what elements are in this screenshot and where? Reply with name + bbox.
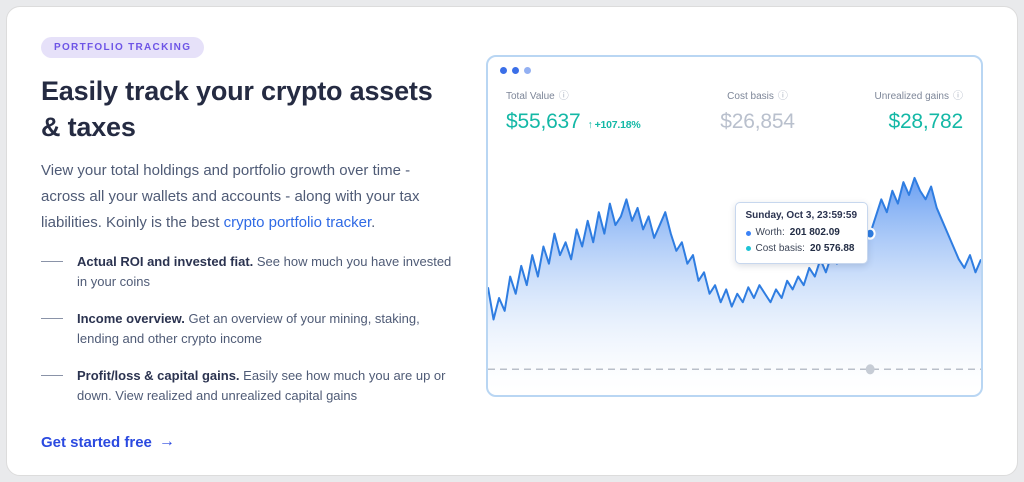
feature-title: Profit/loss & capital gains. — [77, 368, 240, 384]
tooltip-date: Sunday, Oct 3, 23:59:59 — [745, 210, 858, 222]
portfolio-chart-svg — [488, 138, 981, 395]
stat-value: $55,637 ↑ +107.18% — [506, 110, 641, 134]
stat-cost-basis: Cost basis ⓘ $26,854 — [720, 86, 795, 134]
stat-total-value: Total Value ⓘ $55,637 ↑ +107.18% — [506, 86, 641, 134]
window-controls — [488, 57, 981, 76]
tooltip-cost-label: Cost basis: — [755, 242, 805, 254]
dash-icon — [41, 260, 63, 262]
info-icon[interactable]: ⓘ — [558, 90, 569, 102]
feature-title: Income overview. — [77, 310, 185, 326]
stat-label-text: Unrealized gains — [874, 91, 949, 102]
stat-change: ↑ +107.18% — [588, 119, 641, 131]
intro-text: View your total holdings and portfolio g… — [41, 158, 456, 235]
feature-title: Actual ROI and invested fiat. — [77, 253, 254, 269]
stat-label: Total Value ⓘ — [506, 91, 569, 102]
portfolio-tracking-badge: PORTFOLIO TRACKING — [41, 37, 205, 58]
window-dot-icon — [500, 67, 507, 74]
feature-item-gains: Profit/loss & capital gains. Easily see … — [41, 366, 456, 406]
window-dot-icon — [512, 67, 519, 74]
dash-icon — [41, 375, 63, 377]
stats-row: Total Value ⓘ $55,637 ↑ +107.18% Cost basis… — [488, 76, 981, 134]
stat-label: Unrealized gains ⓘ — [874, 91, 963, 102]
info-icon[interactable]: ⓘ — [952, 90, 963, 102]
feature-list: Actual ROI and invested fiat. See how mu… — [41, 252, 456, 407]
stat-unrealized-gains: Unrealized gains ⓘ $28,782 — [874, 86, 963, 134]
stat-value: $28,782 — [874, 110, 963, 134]
cost-bullet-icon — [745, 246, 751, 251]
tooltip-cost-value: 20 576.88 — [809, 242, 855, 254]
get-started-label: Get started free — [41, 433, 152, 451]
arrow-right-icon: → — [158, 433, 175, 451]
stat-value-text: $26,854 — [720, 110, 795, 133]
stat-value: $26,854 — [720, 110, 795, 134]
stat-label: Cost basis ⓘ — [727, 91, 788, 102]
content: PORTFOLIO TRACKING Easily track your cry… — [7, 7, 1017, 475]
page: PORTFOLIO TRACKING Easily track your cry… — [6, 6, 1018, 476]
chart-tooltip: Sunday, Oct 3, 23:59:59 Worth: 201 802.0… — [734, 202, 869, 265]
info-icon[interactable]: ⓘ — [777, 90, 788, 102]
feature-description: Easily see how much you are up or down. … — [77, 368, 446, 404]
stat-label-text: Total Value — [506, 91, 555, 102]
worth-bullet-icon — [745, 230, 751, 236]
stat-value-text: $28,782 — [888, 110, 963, 133]
intro-after-link: . — [371, 213, 376, 231]
feature-text: Profit/loss & capital gains. Easily see … — [77, 366, 456, 406]
left-column: PORTFOLIO TRACKING Easily track your cry… — [41, 37, 456, 451]
chart-area-fill — [488, 177, 981, 395]
page-title: Easily track your crypto assets & taxes — [41, 76, 433, 142]
feature-text: Actual ROI and invested fiat. See how mu… — [77, 252, 456, 292]
feature-item-income: Income overview. Get an overview of your… — [41, 309, 456, 349]
feature-item-roi: Actual ROI and invested fiat. See how mu… — [41, 252, 456, 292]
portfolio-chart[interactable]: Sunday, Oct 3, 23:59:59 Worth: 201 802.0… — [488, 138, 981, 395]
dashed-line-dot — [865, 364, 875, 375]
tooltip-cost-row: Cost basis: 20 576.88 — [745, 241, 858, 257]
feature-text: Income overview. Get an overview of your… — [77, 309, 456, 349]
window-dot-icon — [524, 67, 531, 74]
right-column: Total Value ⓘ $55,637 ↑ +107.18% Cost basis… — [486, 37, 983, 445]
crypto-portfolio-tracker-link[interactable]: crypto portfolio tracker — [223, 213, 372, 231]
stat-value-text: $55,637 — [506, 110, 581, 133]
feature-description: See how much you have invested in your c… — [77, 253, 452, 289]
stat-change-text: +107.18% — [594, 119, 641, 131]
arrow-up-icon: ↑ — [587, 119, 593, 131]
stat-label-text: Cost basis — [727, 91, 774, 102]
get-started-link[interactable]: Get started free → — [41, 433, 175, 451]
intro-before-link: View your total holdings and portfolio g… — [41, 162, 420, 231]
chart-line — [488, 178, 981, 320]
dash-icon — [41, 317, 63, 319]
dashboard-preview-window: Total Value ⓘ $55,637 ↑ +107.18% Cost basis… — [486, 55, 983, 397]
tooltip-worth-label: Worth: — [755, 227, 785, 239]
feature-description: Get an overview of your mining, staking,… — [77, 310, 420, 347]
tooltip-worth-value: 201 802.09 — [789, 227, 840, 239]
tooltip-worth-row: Worth: 201 802.09 — [745, 225, 858, 241]
